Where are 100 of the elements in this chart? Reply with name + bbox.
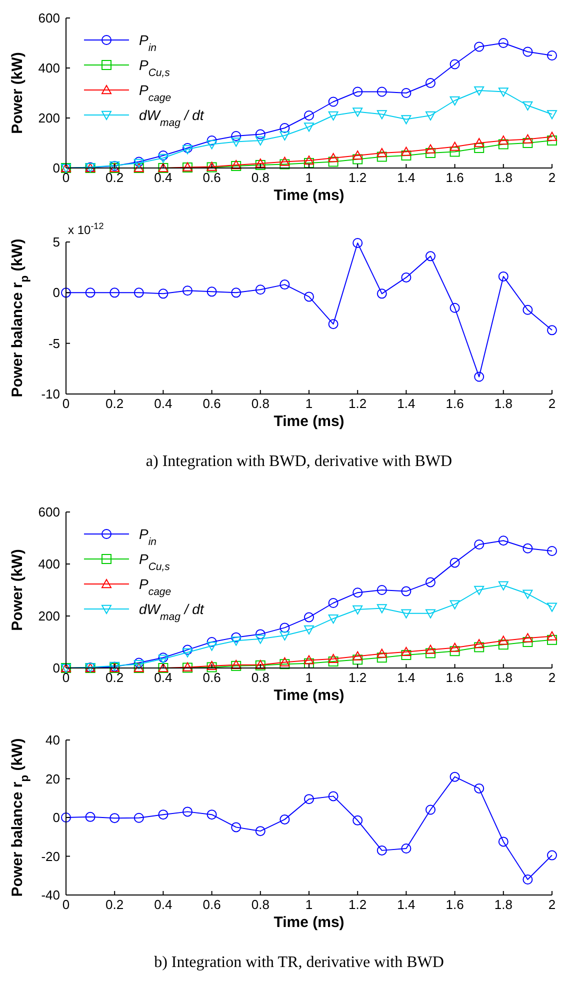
- x-tick-label: 1.4: [397, 897, 416, 912]
- x-tick-label: 0.6: [202, 170, 221, 185]
- point: [206, 140, 217, 150]
- x-axis-title: Time (ms): [274, 914, 344, 931]
- point: [206, 810, 217, 820]
- point: [376, 604, 387, 614]
- x-tick-label: 1.6: [446, 670, 464, 685]
- x-tick-label: 1.8: [494, 170, 512, 185]
- point: [280, 659, 290, 670]
- point: [498, 38, 508, 48]
- y-tick-label: 400: [38, 556, 60, 572]
- text: a) Integration with BWD, derivative with BWD: [146, 453, 452, 470]
- point: [376, 648, 387, 658]
- point: [352, 154, 363, 164]
- point: [110, 288, 120, 298]
- point: [522, 633, 533, 642]
- x-tick-label: 1.6: [446, 897, 464, 912]
- legend-label: P$_{in}$: [139, 32, 157, 54]
- point: [498, 271, 508, 282]
- point: [231, 138, 242, 147]
- x-tick-label: 0.4: [154, 396, 172, 411]
- x-axis-title: Time (ms): [274, 413, 344, 430]
- x-tick-label: 1.6: [446, 396, 464, 411]
- y-tick-label: 200: [38, 110, 60, 126]
- point: [110, 813, 120, 824]
- point: [376, 288, 387, 299]
- text: b) Integration with TR, derivative with BWD: [154, 954, 444, 971]
- point: [547, 850, 557, 860]
- point: [450, 142, 460, 151]
- point: [401, 272, 412, 282]
- point: [352, 86, 363, 97]
- point: [547, 110, 557, 120]
- point: [352, 108, 363, 117]
- point: [352, 815, 363, 826]
- point: [280, 156, 290, 166]
- point: [376, 110, 387, 120]
- point: [426, 644, 436, 654]
- point: [522, 637, 533, 647]
- point: [547, 325, 557, 336]
- point: [352, 651, 363, 660]
- point: [474, 86, 484, 96]
- x-tick-label: 0.4: [154, 897, 172, 912]
- y-tick-label: 600: [38, 10, 60, 26]
- point: [206, 136, 217, 146]
- point: [401, 650, 412, 660]
- x-tick-label: 0.2: [106, 897, 124, 912]
- point: [547, 50, 557, 60]
- x-tick-label: 1.2: [348, 897, 367, 912]
- point: [206, 637, 217, 647]
- x-tick-label: 2: [548, 396, 556, 411]
- point: [547, 602, 557, 612]
- point: [498, 640, 508, 650]
- point: [450, 642, 460, 652]
- point: [376, 845, 387, 856]
- x-tick-label: 0.8: [251, 396, 270, 411]
- point: [498, 536, 508, 546]
- point: [255, 826, 266, 836]
- point: [401, 146, 412, 156]
- x-tick-label: 1.6: [446, 170, 464, 185]
- point: [498, 88, 508, 97]
- point: [474, 783, 484, 794]
- x-tick-label: 0: [62, 897, 70, 912]
- point: [352, 588, 363, 598]
- point: [352, 238, 363, 248]
- point: [426, 148, 436, 158]
- point: [522, 874, 533, 884]
- point: [255, 284, 266, 295]
- point: [304, 625, 314, 635]
- point: [450, 772, 460, 782]
- x-tick-label: 0.8: [251, 170, 270, 185]
- point: [474, 372, 484, 382]
- y-tick-label: 0: [52, 660, 60, 676]
- point: [450, 600, 460, 610]
- x-axis-title: Time (ms): [274, 687, 344, 704]
- x-tick-label: 0.2: [106, 170, 124, 185]
- point: [61, 812, 71, 822]
- point: [450, 646, 460, 656]
- point: [182, 286, 192, 296]
- point: [304, 292, 314, 302]
- point: [280, 814, 290, 824]
- point: [498, 581, 508, 590]
- point: [328, 791, 338, 802]
- point: [426, 609, 436, 618]
- point: [474, 143, 484, 153]
- x-axis-title: Time (ms): [274, 187, 344, 204]
- x-tick-label: 0.6: [202, 670, 221, 685]
- point: [450, 146, 460, 157]
- point: [547, 136, 557, 146]
- point: [426, 804, 436, 815]
- point: [426, 144, 436, 154]
- point: [401, 609, 412, 618]
- y-tick-label: 600: [38, 504, 60, 520]
- point: [547, 634, 557, 645]
- y-axis-title: Power (kW): [9, 549, 26, 631]
- point: [522, 304, 533, 315]
- text: x 10$^{-12}$: [68, 221, 104, 237]
- point: [474, 540, 484, 550]
- point: [450, 302, 460, 313]
- x-tick-label: 0.6: [202, 396, 221, 411]
- point: [328, 598, 338, 608]
